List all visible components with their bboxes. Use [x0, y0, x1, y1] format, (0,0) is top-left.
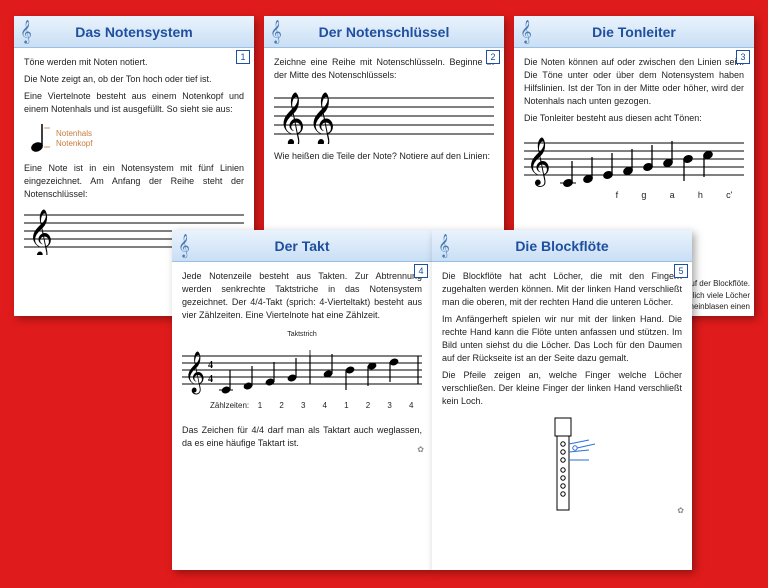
zaehl-label: Zählzeiten: — [210, 400, 249, 412]
footer-icon: ✿ — [417, 444, 424, 456]
note-label: h — [698, 189, 703, 202]
card-blockfloete: 𝄞 Die Blockflöte 5 Die Blockflöte hat ac… — [432, 230, 692, 570]
para: Im Anfängerheft spielen wir nur mit der … — [442, 313, 682, 365]
note-label: g — [641, 189, 646, 202]
beat: 2 — [271, 400, 293, 412]
para: Eine Viertelnote besteht aus einem Noten… — [24, 90, 244, 116]
recorder-diagram — [517, 414, 607, 514]
card-body: 4 Jede Notenzeile besteht aus Takten. Zu… — [172, 262, 432, 462]
label-notenhals: Notenhals — [56, 129, 92, 139]
staff-clefs: 𝄞 𝄞 — [274, 88, 494, 144]
page-number: 5 — [674, 264, 688, 278]
beat: 3 — [292, 400, 314, 412]
card-title: Die Tonleiter — [592, 24, 676, 40]
beat-labels: Zählzeiten: 1 2 3 4 1 2 3 4 — [182, 400, 422, 412]
card-header: 𝄞 Die Tonleiter — [514, 16, 754, 48]
treble-clef-icon: 𝄞 — [178, 232, 198, 260]
note-label: a — [670, 189, 675, 202]
staff-svg: 𝄞 4 4 — [182, 346, 422, 398]
para: Die Note zeigt an, ob der Ton hoch oder … — [24, 73, 244, 86]
note-label: c' — [726, 189, 732, 202]
card-header: 𝄞 Der Notenschlüssel — [264, 16, 504, 48]
beat: 4 — [314, 400, 336, 412]
para: Töne werden mit Noten notiert. — [24, 56, 244, 69]
card-title: Die Blockflöte — [515, 238, 608, 254]
svg-text:𝄞: 𝄞 — [278, 92, 305, 144]
para: Eine Note ist in ein Notensystem mit fün… — [24, 162, 244, 201]
treble-clef-icon: 𝄞 — [438, 232, 458, 260]
para: Das Zeichen für 4/4 darf man als Taktart… — [182, 424, 422, 450]
staff-scale: 𝄞 f g a h c' — [524, 131, 744, 202]
para: Die Noten können auf oder zwischen den L… — [524, 56, 744, 108]
para: Wie heißen die Teile der Note? Notiere a… — [274, 150, 494, 163]
note-labels: Notenhals Notenkopf — [56, 129, 92, 150]
card-takt: 𝄞 Der Takt 4 Jede Notenzeile besteht aus… — [172, 230, 432, 570]
staff-takt: 𝄞 4 4 Zählzeiten: — [182, 346, 422, 412]
card-header: 𝄞 Das Notensystem — [14, 16, 254, 48]
card-header: 𝄞 Der Takt — [172, 230, 432, 262]
card-title: Der Notenschlüssel — [319, 24, 450, 40]
svg-text:𝄞: 𝄞 — [28, 209, 53, 255]
beat: 1 — [249, 400, 271, 412]
card-title: Das Notensystem — [75, 24, 193, 40]
page-number: 3 — [736, 50, 750, 64]
card-body: 5 Die Blockflöte hat acht Löcher, die mi… — [432, 262, 692, 522]
card-body: 3 Die Noten können auf oder zwischen den… — [514, 48, 754, 216]
taktstrich-label: Taktstrich — [182, 330, 422, 340]
card-title: Der Takt — [275, 238, 330, 254]
svg-text:𝄞: 𝄞 — [184, 351, 205, 394]
para: Die Blockflöte hat acht Löcher, die mit … — [442, 270, 682, 309]
page-number: 4 — [414, 264, 428, 278]
para: Jede Notenzeile besteht aus Takten. Zur … — [182, 270, 422, 322]
footer-icon: ✿ — [677, 505, 684, 517]
para: Zeichne eine Reihe mit Notenschlüsseln. … — [274, 56, 494, 82]
label-notenkopf: Notenkopf — [56, 139, 92, 149]
quarter-note-diagram: Notenhals Notenkopf — [24, 122, 244, 156]
staff-svg: 𝄞 𝄞 — [274, 88, 494, 144]
staff-svg: 𝄞 — [524, 131, 744, 187]
treble-clef-icon: 𝄞 — [270, 18, 290, 46]
para: Die Pfeile zeigen an, welche Finger welc… — [442, 369, 682, 408]
para: Die Tonleiter besteht aus diesen acht Tö… — [524, 112, 744, 125]
beat: 3 — [379, 400, 401, 412]
page-number: 2 — [486, 50, 500, 64]
beat: 4 — [400, 400, 422, 412]
svg-text:𝄞: 𝄞 — [526, 137, 551, 187]
svg-text:4: 4 — [208, 360, 213, 371]
card-body: 2 Zeichne eine Reihe mit Notenschlüsseln… — [264, 48, 504, 175]
scale-note-labels: f g a h c' — [524, 189, 744, 202]
quarter-note-icon — [24, 122, 50, 156]
treble-clef-icon: 𝄞 — [520, 18, 540, 46]
note-label: f — [616, 189, 619, 202]
beat: 1 — [336, 400, 358, 412]
treble-clef-icon: 𝄞 — [20, 18, 40, 46]
svg-text:4: 4 — [208, 374, 213, 385]
beat: 2 — [357, 400, 379, 412]
card-header: 𝄞 Die Blockflöte — [432, 230, 692, 262]
svg-text:𝄞: 𝄞 — [308, 92, 335, 144]
page-number: 1 — [236, 50, 250, 64]
